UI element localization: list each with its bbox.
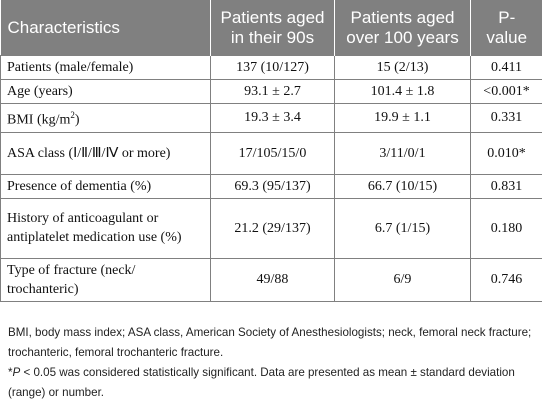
table-row: Presence of dementia (%) 69.3 (95/137) 6… bbox=[0, 173, 542, 199]
asterisk-mark: * bbox=[8, 366, 13, 379]
table-row: History of anticoagulant or antiplatelet… bbox=[0, 197, 542, 259]
significance-note: *P < 0.05 was considered statistically s… bbox=[8, 363, 538, 403]
header-p-value: P-value bbox=[470, 0, 542, 56]
p-symbol: P bbox=[12, 366, 21, 379]
cell-over-100: 6.7 (1/15) bbox=[334, 197, 471, 259]
cell-90s: 49/88 bbox=[210, 257, 335, 302]
cell-over-100: 66.7 (10/15) bbox=[334, 173, 471, 199]
cell-over-100: 6/9 bbox=[334, 257, 471, 302]
cell-over-100: 19.9 ± 1.1 bbox=[334, 103, 471, 133]
row-label: Presence of dementia (%) bbox=[0, 173, 211, 199]
cell-90s: 19.3 ± 3.4 bbox=[210, 103, 335, 133]
characteristics-table: Characteristics Patients aged in their 9… bbox=[0, 0, 542, 302]
table-row: ASA class (Ⅰ/Ⅱ/Ⅲ/Ⅳ or more) 17/105/15/0 … bbox=[0, 131, 542, 175]
table-header-row: Characteristics Patients aged in their 9… bbox=[0, 0, 542, 56]
bmi-label-close: ) bbox=[74, 112, 80, 128]
header-characteristics: Characteristics bbox=[0, 0, 211, 56]
cell-90s: 93.1 ± 2.7 bbox=[210, 79, 335, 104]
table-row: Patients (male/female) 137 (10/127) 15 (… bbox=[0, 55, 542, 80]
cell-p-value: 0.010* bbox=[470, 131, 542, 175]
cell-90s: 17/105/15/0 bbox=[210, 131, 335, 175]
cell-90s: 137 (10/127) bbox=[210, 55, 335, 80]
abbreviations-note: BMI, body mass index; ASA class, America… bbox=[8, 326, 532, 359]
cell-over-100: 15 (2/13) bbox=[334, 55, 471, 80]
cell-90s: 21.2 (29/137) bbox=[210, 197, 335, 259]
cell-p-value: <0.001* bbox=[470, 79, 542, 104]
bmi-label-superscript: 2 bbox=[70, 110, 75, 120]
cell-p-value: 0.180 bbox=[470, 197, 542, 259]
table-row: Age (years) 93.1 ± 2.7 101.4 ± 1.8 <0.00… bbox=[0, 79, 542, 104]
bmi-label-text: BMI (kg/m bbox=[7, 112, 71, 128]
cell-p-value: 0.411 bbox=[470, 55, 542, 80]
cell-p-value: 0.831 bbox=[470, 173, 542, 199]
table-row: Type of fracture (neck/ trochanteric) 49… bbox=[0, 257, 542, 302]
cell-p-value: 0.746 bbox=[470, 257, 542, 302]
cell-p-value: 0.331 bbox=[470, 103, 542, 133]
header-patients-90s: Patients aged in their 90s bbox=[210, 0, 335, 56]
row-label: History of anticoagulant or antiplatelet… bbox=[0, 197, 211, 259]
row-label: Type of fracture (neck/ trochanteric) bbox=[0, 257, 211, 302]
row-label: Age (years) bbox=[0, 79, 211, 104]
row-label: ASA class (Ⅰ/Ⅱ/Ⅲ/Ⅳ or more) bbox=[0, 131, 211, 175]
row-label: BMI (kg/m2) bbox=[0, 103, 211, 133]
table-row: BMI (kg/m2) 19.3 ± 3.4 19.9 ± 1.1 0.331 bbox=[0, 103, 542, 133]
table-footnotes: BMI, body mass index; ASA class, America… bbox=[8, 323, 538, 403]
header-patients-over-100: Patients aged over 100 years bbox=[334, 0, 471, 56]
cell-over-100: 101.4 ± 1.8 bbox=[334, 79, 471, 104]
significance-text: < 0.05 was considered statistically sign… bbox=[8, 366, 515, 399]
cell-over-100: 3/11/0/1 bbox=[334, 131, 471, 175]
cell-90s: 69.3 (95/137) bbox=[210, 173, 335, 199]
row-label: Patients (male/female) bbox=[0, 55, 211, 80]
